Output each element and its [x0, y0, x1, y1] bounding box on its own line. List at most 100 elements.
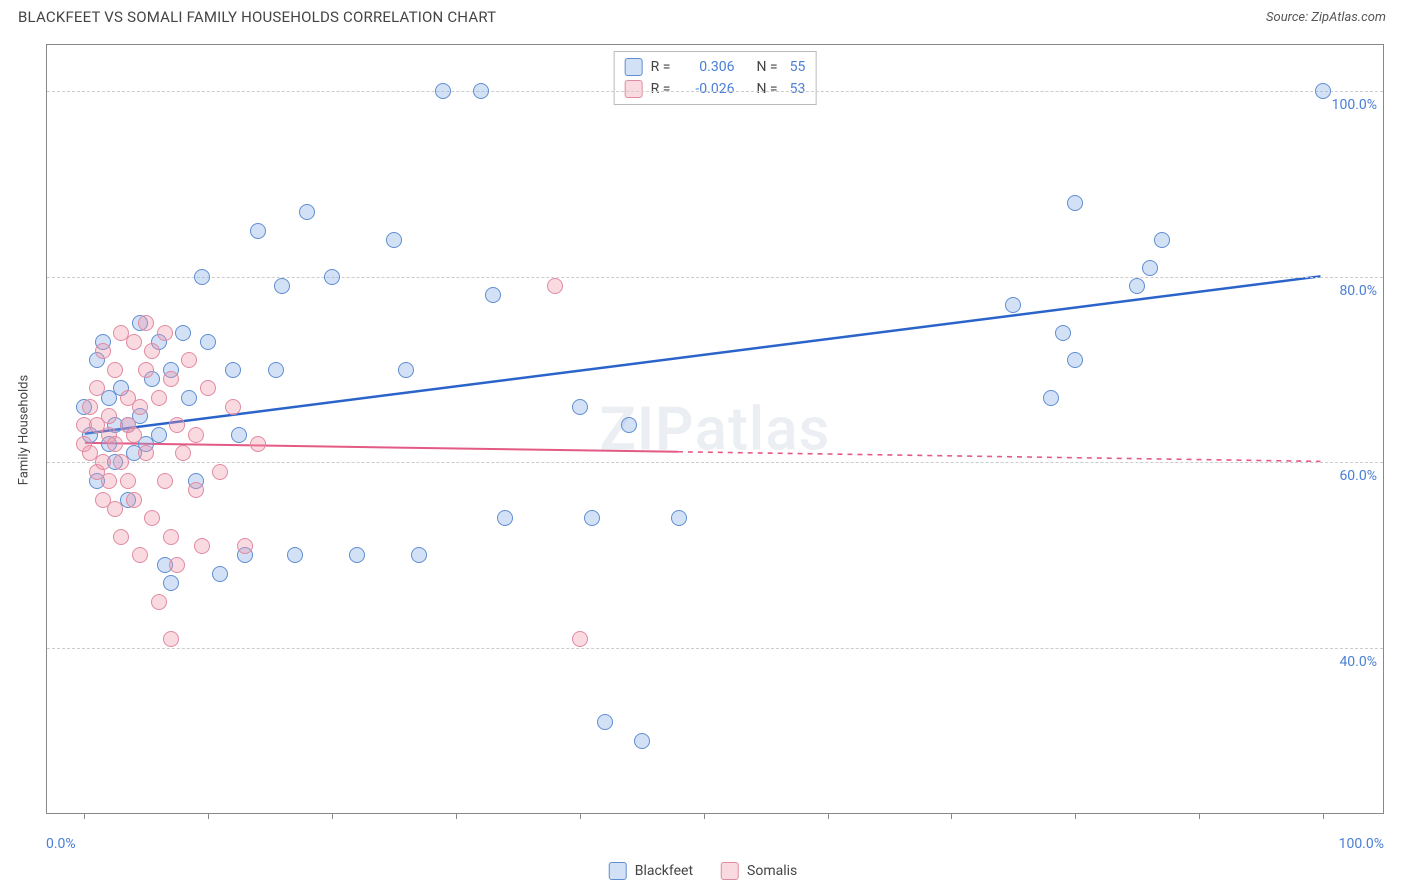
- data-point: [225, 399, 241, 415]
- data-point: [82, 399, 98, 415]
- chart-source: Source: ZipAtlas.com: [1266, 10, 1386, 25]
- data-point: [113, 454, 129, 470]
- y-tick-label: 60.0%: [1339, 468, 1377, 484]
- y-tick-label: 100.0%: [1332, 97, 1377, 113]
- x-tick: [456, 813, 457, 819]
- series-legend-label: Somalis: [747, 863, 797, 879]
- data-point: [250, 223, 266, 239]
- legend-swatch: [625, 58, 643, 76]
- data-point: [126, 334, 142, 350]
- trend-lines-layer: [47, 45, 1383, 813]
- data-point: [485, 287, 501, 303]
- correlation-legend: R =0.306N =55R =-0.026N =53: [614, 51, 817, 105]
- data-point: [497, 510, 513, 526]
- legend-n-label: N =: [756, 81, 777, 97]
- gridline-h: [47, 648, 1383, 649]
- data-point: [132, 399, 148, 415]
- series-legend-item: Somalis: [721, 862, 797, 880]
- data-point: [188, 482, 204, 498]
- data-point: [107, 501, 123, 517]
- data-point: [175, 445, 191, 461]
- gridline-h: [47, 462, 1383, 463]
- data-point: [1043, 390, 1059, 406]
- data-point: [287, 547, 303, 563]
- legend-r-label: R =: [651, 81, 671, 97]
- x-tick: [580, 813, 581, 819]
- legend-swatch: [609, 862, 627, 880]
- data-point: [584, 510, 600, 526]
- data-point: [1142, 260, 1158, 276]
- data-point: [107, 362, 123, 378]
- chart-title: BLACKFEET VS SOMALI FAMILY HOUSEHOLDS CO…: [18, 8, 496, 26]
- data-point: [138, 445, 154, 461]
- data-point: [144, 510, 160, 526]
- data-point: [120, 473, 136, 489]
- data-point: [169, 417, 185, 433]
- scatter-chart: ZIPatlas R =0.306N =55R =-0.026N =53 40.…: [46, 44, 1384, 814]
- data-point: [1067, 352, 1083, 368]
- data-point: [200, 334, 216, 350]
- legend-row: R =-0.026N =53: [625, 78, 806, 100]
- x-tick: [951, 813, 952, 819]
- data-point: [151, 390, 167, 406]
- data-point: [1154, 232, 1170, 248]
- data-point: [157, 473, 173, 489]
- x-axis-max-label: 100.0%: [1339, 836, 1384, 852]
- data-point: [268, 362, 284, 378]
- data-point: [324, 269, 340, 285]
- data-point: [144, 343, 160, 359]
- data-point: [671, 510, 687, 526]
- gridline-h: [47, 277, 1383, 278]
- data-point: [473, 83, 489, 99]
- legend-n-label: N =: [756, 59, 777, 75]
- x-tick: [704, 813, 705, 819]
- data-point: [107, 436, 123, 452]
- data-point: [126, 492, 142, 508]
- data-point: [138, 315, 154, 331]
- y-tick-label: 40.0%: [1339, 654, 1377, 670]
- data-point: [386, 232, 402, 248]
- data-point: [169, 557, 185, 573]
- data-point: [1315, 83, 1331, 99]
- data-point: [274, 278, 290, 294]
- legend-r-label: R =: [651, 59, 671, 75]
- legend-swatch: [721, 862, 739, 880]
- data-point: [163, 371, 179, 387]
- data-point: [188, 427, 204, 443]
- data-point: [113, 529, 129, 545]
- data-point: [621, 417, 637, 433]
- legend-swatch: [625, 80, 643, 98]
- data-point: [411, 547, 427, 563]
- data-point: [132, 547, 148, 563]
- legend-r-value: 0.306: [682, 59, 734, 75]
- data-point: [101, 473, 117, 489]
- x-tick: [1199, 813, 1200, 819]
- data-point: [1005, 297, 1021, 313]
- data-point: [435, 83, 451, 99]
- data-point: [194, 538, 210, 554]
- data-point: [126, 427, 142, 443]
- series-legend-item: Blackfeet: [609, 862, 693, 880]
- data-point: [237, 538, 253, 554]
- legend-n-value: 55: [790, 59, 806, 75]
- data-point: [212, 464, 228, 480]
- x-tick: [1075, 813, 1076, 819]
- x-tick: [828, 813, 829, 819]
- data-point: [1067, 195, 1083, 211]
- data-point: [151, 594, 167, 610]
- data-point: [95, 454, 111, 470]
- gridline-h: [47, 91, 1383, 92]
- data-point: [299, 204, 315, 220]
- legend-row: R = 0.306 N = 55: [625, 56, 806, 78]
- data-point: [572, 631, 588, 647]
- data-point: [194, 269, 210, 285]
- y-tick-label: 80.0%: [1339, 283, 1377, 299]
- data-point: [572, 399, 588, 415]
- x-tick: [84, 813, 85, 819]
- legend-r-value: -0.026: [682, 81, 734, 97]
- data-point: [163, 575, 179, 591]
- data-point: [597, 714, 613, 730]
- data-point: [225, 362, 241, 378]
- data-point: [95, 343, 111, 359]
- series-legend-label: Blackfeet: [635, 863, 693, 879]
